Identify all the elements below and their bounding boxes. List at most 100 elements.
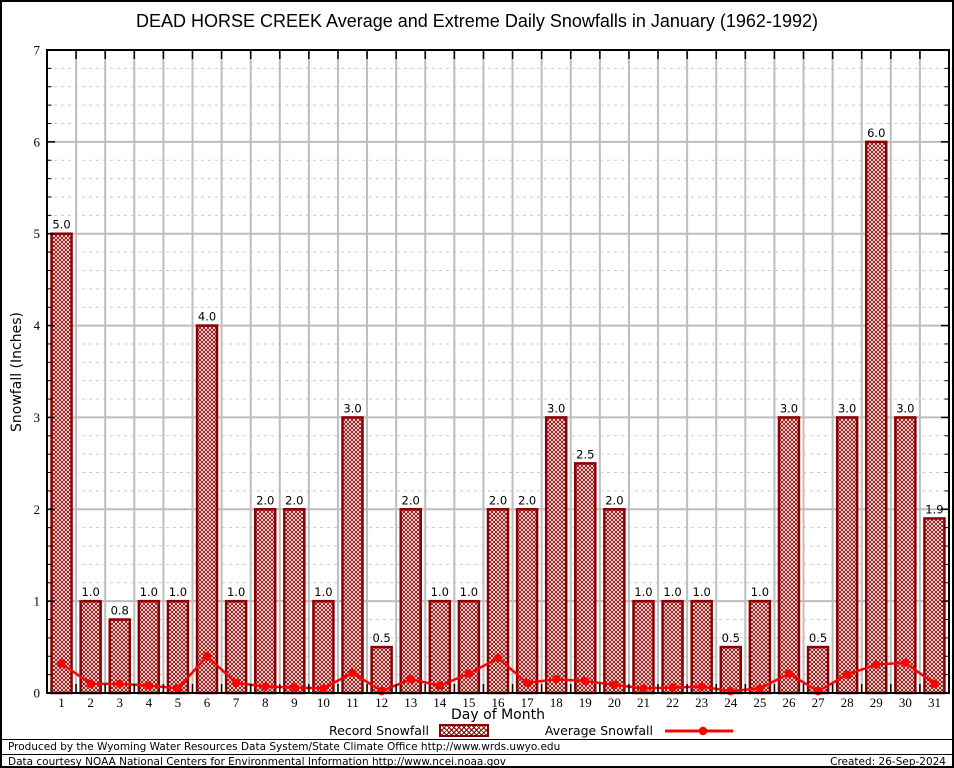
average-point-day-29 — [872, 660, 881, 669]
average-point-day-13 — [406, 675, 415, 684]
bar-value-label: 1.9 — [925, 502, 943, 516]
y-tick-label: 4 — [34, 318, 41, 333]
x-tick-label: 20 — [608, 695, 621, 710]
x-tick-label: 16 — [492, 695, 506, 710]
y-tick-label: 3 — [34, 410, 41, 425]
average-point-day-11 — [348, 668, 357, 677]
x-tick-label: 27 — [812, 695, 826, 710]
bar-value-label: 2.5 — [576, 447, 594, 461]
x-tick-label: 24 — [724, 695, 738, 710]
bar-value-label: 1.0 — [460, 585, 478, 599]
record-bar-day-9 — [283, 508, 306, 695]
x-tick-label: 29 — [870, 695, 883, 710]
x-tick-label: 4 — [146, 695, 153, 710]
average-point-day-3 — [115, 679, 124, 689]
average-point-day-31 — [930, 679, 939, 689]
bar-value-label: 3.0 — [343, 401, 361, 415]
bar-value-label: 3.0 — [780, 401, 798, 415]
bar-value-label: 1.0 — [751, 585, 769, 599]
bar-value-label: 0.5 — [722, 631, 740, 645]
chart-title: DEAD HORSE CREEK Average and Extreme Dai… — [136, 11, 818, 31]
record-bar-day-19 — [574, 462, 597, 695]
record-bar-day-30 — [894, 416, 917, 695]
x-tick-label: 23 — [695, 695, 708, 710]
record-bar-day-15 — [457, 599, 481, 695]
average-point-day-23 — [697, 682, 706, 691]
record-bar-day-10 — [312, 599, 335, 695]
x-tick-label: 31 — [928, 695, 941, 710]
bar-value-label: 2.0 — [256, 493, 274, 507]
record-bar-day-29 — [865, 140, 888, 695]
x-tick-label: 15 — [462, 695, 475, 710]
legend-average-label: Average Snowfall — [544, 723, 653, 738]
record-bar-day-1 — [50, 232, 73, 695]
y-axis-title: Snowfall (Inches) — [9, 312, 25, 432]
bar-value-label: 2.0 — [518, 493, 536, 507]
x-tick-label: 7 — [233, 695, 240, 710]
bar-value-label: 1.0 — [169, 585, 187, 599]
y-tick-label: 7 — [34, 43, 41, 58]
average-point-day-19 — [581, 676, 590, 686]
record-bar-day-31 — [923, 517, 946, 695]
x-tick-label: 1 — [58, 695, 65, 710]
x-tick-label: 13 — [404, 695, 417, 710]
record-snowfall-swatch-icon — [438, 724, 489, 737]
bar-value-label: 5.0 — [52, 218, 70, 232]
legend-record-item: Record Snowfall — [329, 723, 489, 738]
bar-value-label: 1.0 — [314, 585, 332, 599]
average-point-day-21 — [639, 684, 648, 693]
x-tick-label: 19 — [579, 695, 592, 710]
record-bar-day-6 — [195, 324, 219, 695]
footer-produced-by: Produced by the Wyoming Water Resources … — [8, 741, 561, 753]
y-tick-label: 0 — [34, 686, 41, 701]
record-bar-day-18 — [544, 416, 568, 695]
x-tick-label: 6 — [204, 695, 211, 710]
y-tick-label: 2 — [34, 502, 41, 517]
average-point-day-22 — [668, 683, 677, 692]
average-point-day-26 — [784, 669, 794, 678]
average-point-day-25 — [755, 684, 765, 693]
footer-divider-top — [2, 739, 952, 740]
average-point-day-30 — [901, 658, 910, 667]
bar-value-label: 6.0 — [867, 126, 885, 140]
bar-value-label: 2.0 — [489, 493, 507, 507]
record-bar-day-20 — [603, 508, 626, 695]
average-point-day-1 — [57, 659, 66, 668]
y-tick-label: 6 — [34, 134, 41, 149]
record-bar-day-11 — [341, 416, 364, 695]
x-tick-label: 28 — [841, 695, 854, 710]
bar-value-label: 1.0 — [634, 585, 652, 599]
average-point-day-20 — [610, 680, 619, 689]
x-tick-label: 8 — [262, 695, 269, 710]
average-point-day-6 — [202, 652, 212, 661]
legend-average-item: Average Snowfall — [545, 723, 735, 738]
record-bar-day-25 — [748, 599, 772, 695]
legend: Record Snowfall Average Snowfall — [57, 723, 952, 738]
average-point-day-7 — [231, 678, 241, 688]
average-point-day-14 — [435, 681, 445, 690]
bar-value-label: 0.8 — [111, 604, 129, 618]
x-tick-label: 3 — [116, 695, 123, 710]
average-point-day-9 — [290, 683, 299, 692]
average-point-day-28 — [842, 670, 852, 679]
bar-value-label: 1.0 — [227, 585, 245, 599]
record-bar-day-14 — [428, 599, 452, 695]
x-tick-label: 18 — [550, 695, 563, 710]
x-tick-label: 12 — [375, 695, 388, 710]
footer-created-date: Created: 26-Sep-2024 — [830, 756, 946, 768]
average-point-day-8 — [261, 682, 270, 691]
bar-value-label: 2.0 — [605, 493, 623, 507]
x-tick-label: 25 — [753, 695, 766, 710]
average-point-day-5 — [173, 684, 183, 693]
bar-value-label: 2.0 — [402, 493, 420, 507]
record-bar-day-28 — [835, 416, 859, 695]
bar-value-label: 1.0 — [140, 585, 158, 599]
x-tick-label: 17 — [521, 695, 535, 710]
x-tick-labels: 1 2 3 4 5 6 7 8 9 10 11 12 13 14 15 16 17 18 19 20 21 22 23 24 2… — [58, 695, 941, 710]
bar-value-label: 1.0 — [431, 585, 449, 599]
footer-divider-middle — [2, 754, 952, 755]
bar-value-label: 1.0 — [81, 585, 99, 599]
x-tick-label: 22 — [666, 695, 679, 710]
x-tick-label: 10 — [317, 695, 330, 710]
